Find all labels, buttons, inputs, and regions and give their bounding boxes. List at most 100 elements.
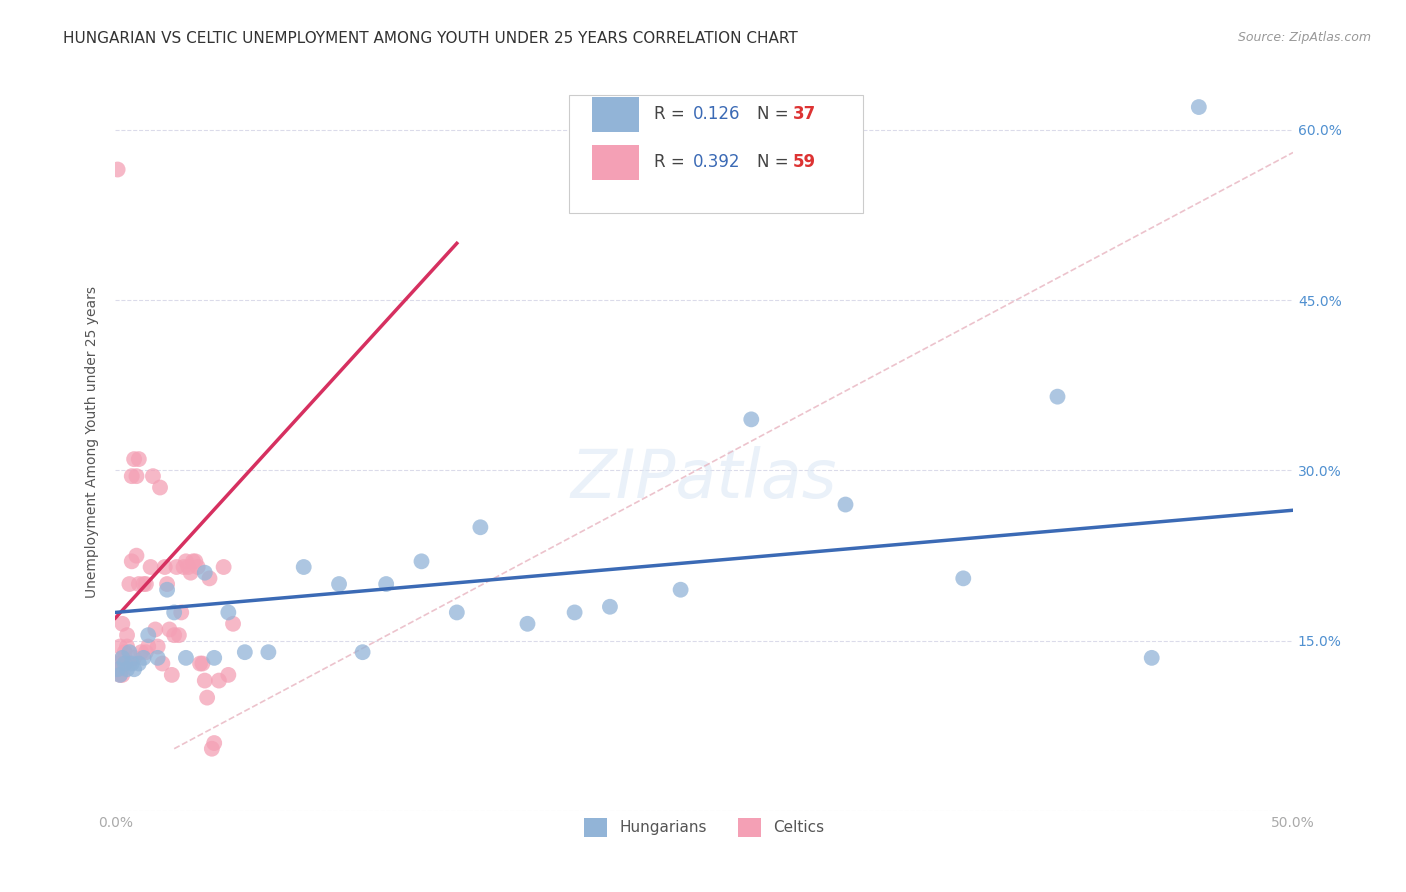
Point <box>139 560 162 574</box>
Point <box>834 498 856 512</box>
Point <box>122 662 145 676</box>
Point <box>108 662 131 676</box>
Point <box>156 582 179 597</box>
Point <box>174 554 197 568</box>
Text: 37: 37 <box>793 105 815 123</box>
Point <box>328 577 350 591</box>
Point <box>191 657 214 671</box>
Point <box>184 554 207 568</box>
Point <box>128 657 150 671</box>
Point <box>411 554 433 568</box>
Point <box>194 566 217 580</box>
Point <box>163 628 186 642</box>
Point <box>174 651 197 665</box>
Point <box>143 623 166 637</box>
Point <box>202 736 225 750</box>
Point <box>132 651 155 665</box>
Point <box>129 645 152 659</box>
Point <box>952 571 974 585</box>
Point <box>470 520 492 534</box>
Point <box>170 606 193 620</box>
Point <box>564 606 586 620</box>
Point <box>125 469 148 483</box>
Point <box>121 469 143 483</box>
Point <box>107 662 129 676</box>
Point <box>292 560 315 574</box>
Point <box>177 560 200 574</box>
Point <box>121 554 143 568</box>
Point <box>111 668 134 682</box>
Text: 59: 59 <box>793 153 815 171</box>
Point <box>122 452 145 467</box>
Point <box>125 549 148 563</box>
Text: 0.126: 0.126 <box>692 105 740 123</box>
Point <box>212 560 235 574</box>
Point <box>114 645 136 659</box>
Point <box>1046 390 1069 404</box>
Point <box>107 657 129 671</box>
Point <box>669 582 692 597</box>
Point <box>136 628 159 642</box>
Point <box>128 452 150 467</box>
Point <box>153 560 176 574</box>
Point <box>146 651 169 665</box>
Point <box>167 628 190 642</box>
Point <box>163 606 186 620</box>
Point <box>122 651 145 665</box>
Point <box>257 645 280 659</box>
Point <box>166 560 188 574</box>
Point <box>114 657 136 671</box>
Point <box>108 668 131 682</box>
Point <box>217 668 239 682</box>
Point <box>195 690 218 705</box>
Text: HUNGARIAN VS CELTIC UNEMPLOYMENT AMONG YOUTH UNDER 25 YEARS CORRELATION CHART: HUNGARIAN VS CELTIC UNEMPLOYMENT AMONG Y… <box>63 31 799 46</box>
Point <box>1140 651 1163 665</box>
Point <box>136 640 159 654</box>
Point <box>156 577 179 591</box>
Point <box>108 668 131 682</box>
Point <box>188 657 211 671</box>
Point <box>516 616 538 631</box>
Point <box>599 599 621 614</box>
Point <box>107 162 129 177</box>
Text: R =: R = <box>654 153 689 171</box>
Point <box>446 606 468 620</box>
Point <box>142 469 165 483</box>
Point <box>187 560 209 574</box>
Text: Source: ZipAtlas.com: Source: ZipAtlas.com <box>1237 31 1371 45</box>
Point <box>194 673 217 688</box>
Point <box>111 616 134 631</box>
Legend: Hungarians, Celtics: Hungarians, Celtics <box>576 810 831 844</box>
Point <box>115 628 138 642</box>
Point <box>233 645 256 659</box>
Point <box>111 651 134 665</box>
Point <box>181 554 204 568</box>
Text: R =: R = <box>654 105 689 123</box>
Point <box>132 577 155 591</box>
Text: N =: N = <box>758 105 794 123</box>
Point <box>115 640 138 654</box>
Point <box>217 606 239 620</box>
Point <box>150 657 173 671</box>
Point <box>173 560 195 574</box>
Point <box>146 640 169 654</box>
Point <box>160 668 183 682</box>
Point <box>118 577 141 591</box>
Point <box>118 645 141 659</box>
Text: 0.392: 0.392 <box>692 153 740 171</box>
Point <box>149 481 172 495</box>
Point <box>1188 100 1211 114</box>
Point <box>111 651 134 665</box>
Point <box>740 412 762 426</box>
Point <box>159 623 181 637</box>
Text: ZIPatlas: ZIPatlas <box>571 446 838 512</box>
Point <box>118 657 141 671</box>
Point <box>115 662 138 676</box>
Point <box>375 577 398 591</box>
Point <box>180 566 202 580</box>
FancyBboxPatch shape <box>592 96 640 132</box>
Point <box>208 673 231 688</box>
Point <box>222 616 245 631</box>
Point <box>198 571 221 585</box>
Point <box>202 651 225 665</box>
